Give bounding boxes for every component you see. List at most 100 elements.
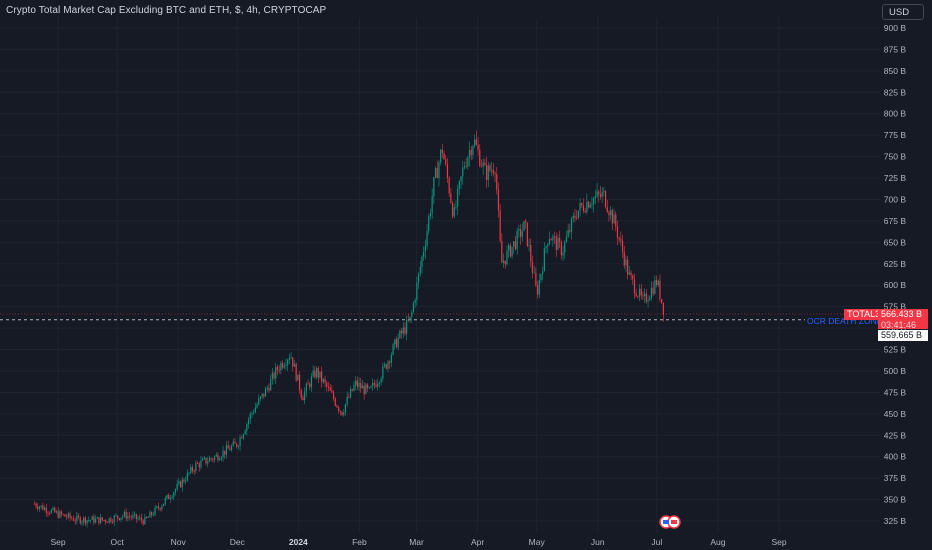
candle-body	[389, 361, 391, 363]
candle-body	[332, 392, 335, 399]
candle-body	[137, 518, 139, 520]
candle-body	[227, 445, 229, 449]
candle-body	[237, 446, 239, 447]
candle-body	[293, 363, 296, 367]
candle-body	[649, 297, 651, 301]
candle-body	[627, 259, 629, 275]
candle-body	[219, 459, 221, 461]
candle-body	[258, 398, 260, 405]
candle-body	[550, 239, 552, 241]
candle-body	[45, 507, 47, 513]
candle-body	[610, 210, 612, 216]
candle-body	[59, 511, 61, 518]
candle-body	[236, 443, 238, 447]
candle-body	[321, 371, 323, 382]
candle-body	[40, 505, 42, 507]
candle-body	[576, 217, 578, 219]
price-tick-label: 500 B	[884, 366, 907, 376]
candle-body	[117, 515, 119, 519]
candle-body	[178, 481, 180, 484]
candle-body	[496, 174, 498, 190]
candle-body	[615, 214, 617, 227]
candle-body	[344, 404, 347, 413]
candle-body	[372, 382, 374, 387]
death-zone-label[interactable]: OCR DEATH ZONE	[807, 316, 883, 326]
candle-body	[100, 517, 102, 524]
candle-body	[446, 164, 449, 179]
candle-body	[86, 520, 88, 524]
time-tick-label: Dec	[230, 537, 246, 547]
last-price-value: 566.433 B	[881, 309, 923, 319]
candle-body	[484, 162, 486, 166]
candle-body	[547, 243, 549, 247]
candle-body	[513, 241, 515, 247]
candle-body	[584, 210, 586, 213]
candle-body	[298, 374, 301, 391]
candle-body	[295, 363, 297, 381]
candle-body	[601, 192, 603, 197]
time-tick-label: Apr	[471, 537, 484, 547]
candle-body	[207, 461, 209, 464]
candle-body	[84, 517, 86, 524]
candle-body	[635, 293, 637, 297]
candle-body	[169, 498, 171, 500]
candle-body	[281, 363, 284, 368]
candle-body	[108, 518, 110, 523]
candle-body	[128, 515, 131, 517]
candle-body	[485, 165, 488, 180]
candle-body	[203, 457, 205, 459]
candle-body	[149, 512, 151, 518]
candle-body	[113, 515, 115, 523]
candle-body	[200, 460, 202, 468]
candle-body	[339, 410, 341, 412]
candle-body	[253, 412, 255, 414]
candle-body	[254, 407, 256, 413]
candle-body	[147, 517, 149, 519]
candle-body	[552, 236, 554, 241]
flag-icon[interactable]	[659, 515, 683, 529]
candle-body	[538, 280, 540, 295]
candle-body	[475, 139, 477, 145]
candle-body	[77, 515, 80, 518]
candle-body	[462, 167, 464, 177]
candle-body	[608, 211, 610, 216]
candle-body	[424, 245, 426, 252]
price-tick-label: 850 B	[884, 66, 907, 76]
candle-body	[506, 250, 508, 265]
candle-body	[348, 396, 350, 398]
candle-body	[436, 168, 438, 179]
candle-body	[445, 159, 447, 165]
candle-body	[438, 162, 440, 179]
candle-body	[518, 229, 520, 231]
candle-body	[135, 513, 137, 519]
candle-body	[383, 364, 386, 367]
candle-body	[548, 239, 551, 244]
candle-body	[525, 221, 527, 223]
candle-body	[256, 404, 258, 408]
candle-body	[220, 457, 222, 460]
candle-body	[577, 210, 579, 219]
candle-body	[304, 391, 306, 401]
candle-body	[589, 204, 591, 208]
candle-body	[591, 204, 593, 206]
candle-body	[98, 517, 100, 524]
candle-body	[596, 191, 598, 197]
candle-body	[419, 266, 421, 274]
candle-body	[334, 398, 336, 406]
candle-body	[174, 489, 177, 493]
candle-body	[239, 437, 241, 447]
candle-body	[115, 515, 117, 517]
candle-body	[477, 144, 479, 150]
price-tick-label: 675 B	[884, 216, 907, 226]
candle-body	[247, 419, 250, 424]
candle-body	[412, 303, 415, 313]
candle-body	[159, 508, 161, 510]
chart-grid	[0, 18, 880, 533]
candle-body	[645, 293, 647, 302]
candle-body	[213, 456, 216, 460]
candle-body	[54, 507, 56, 513]
currency-button[interactable]: USD	[882, 4, 924, 20]
candle-body	[259, 396, 262, 399]
candle-body	[491, 169, 493, 171]
